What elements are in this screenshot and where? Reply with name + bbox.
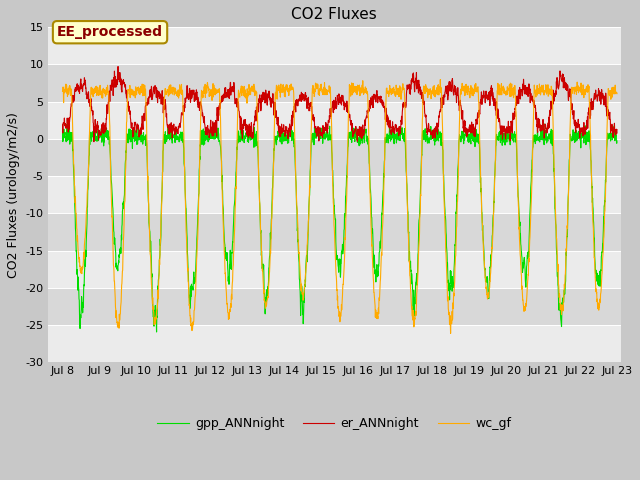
er_ANNnight [356, 134, 364, 140]
Line: er_ANNnight: er_ANNnight [63, 67, 617, 142]
wc_gf [59, 88, 67, 94]
er_ANNnight [580, 120, 588, 125]
gpp_ANNnight [368, 226, 376, 231]
Y-axis label: CO2 Fluxes (urology/m2/s): CO2 Fluxes (urology/m2/s) [7, 112, 20, 277]
er_ANNnight [114, 64, 122, 70]
gpp_ANNnight [613, 138, 621, 144]
gpp_ANNnight [540, 121, 548, 127]
gpp_ANNnight [356, 136, 364, 142]
Bar [48, 288, 621, 325]
er_ANNnight [564, 97, 572, 103]
gpp_ANNnight [501, 142, 509, 148]
gpp_ANNnight [214, 132, 221, 137]
Bar [48, 325, 621, 362]
er_ANNnight [59, 122, 67, 128]
Bar [48, 213, 621, 251]
er_ANNnight [90, 139, 98, 144]
gpp_ANNnight [59, 131, 67, 136]
wc_gf [502, 89, 509, 95]
Line: wc_gf: wc_gf [63, 80, 617, 334]
er_ANNnight [613, 127, 621, 132]
wc_gf [356, 88, 364, 94]
wc_gf [613, 91, 621, 96]
er_ANNnight [369, 93, 376, 99]
Bar [48, 251, 621, 288]
wc_gf [213, 90, 221, 96]
Bar [48, 102, 621, 139]
er_ANNnight [502, 133, 509, 139]
Bar [48, 64, 621, 102]
gpp_ANNnight [153, 329, 161, 335]
Bar [48, 139, 621, 176]
Bar [48, 27, 621, 64]
Bar [48, 176, 621, 213]
Legend: gpp_ANNnight, er_ANNnight, wc_gf: gpp_ANNnight, er_ANNnight, wc_gf [152, 412, 516, 435]
Title: CO2 Fluxes: CO2 Fluxes [291, 7, 377, 22]
wc_gf [447, 331, 454, 336]
wc_gf [580, 95, 588, 100]
gpp_ANNnight [580, 140, 588, 146]
wc_gf [564, 192, 572, 198]
wc_gf [436, 77, 444, 83]
wc_gf [368, 243, 376, 249]
Line: gpp_ANNnight: gpp_ANNnight [63, 124, 617, 332]
Text: EE_processed: EE_processed [57, 25, 163, 39]
gpp_ANNnight [564, 190, 572, 196]
er_ANNnight [214, 106, 221, 111]
